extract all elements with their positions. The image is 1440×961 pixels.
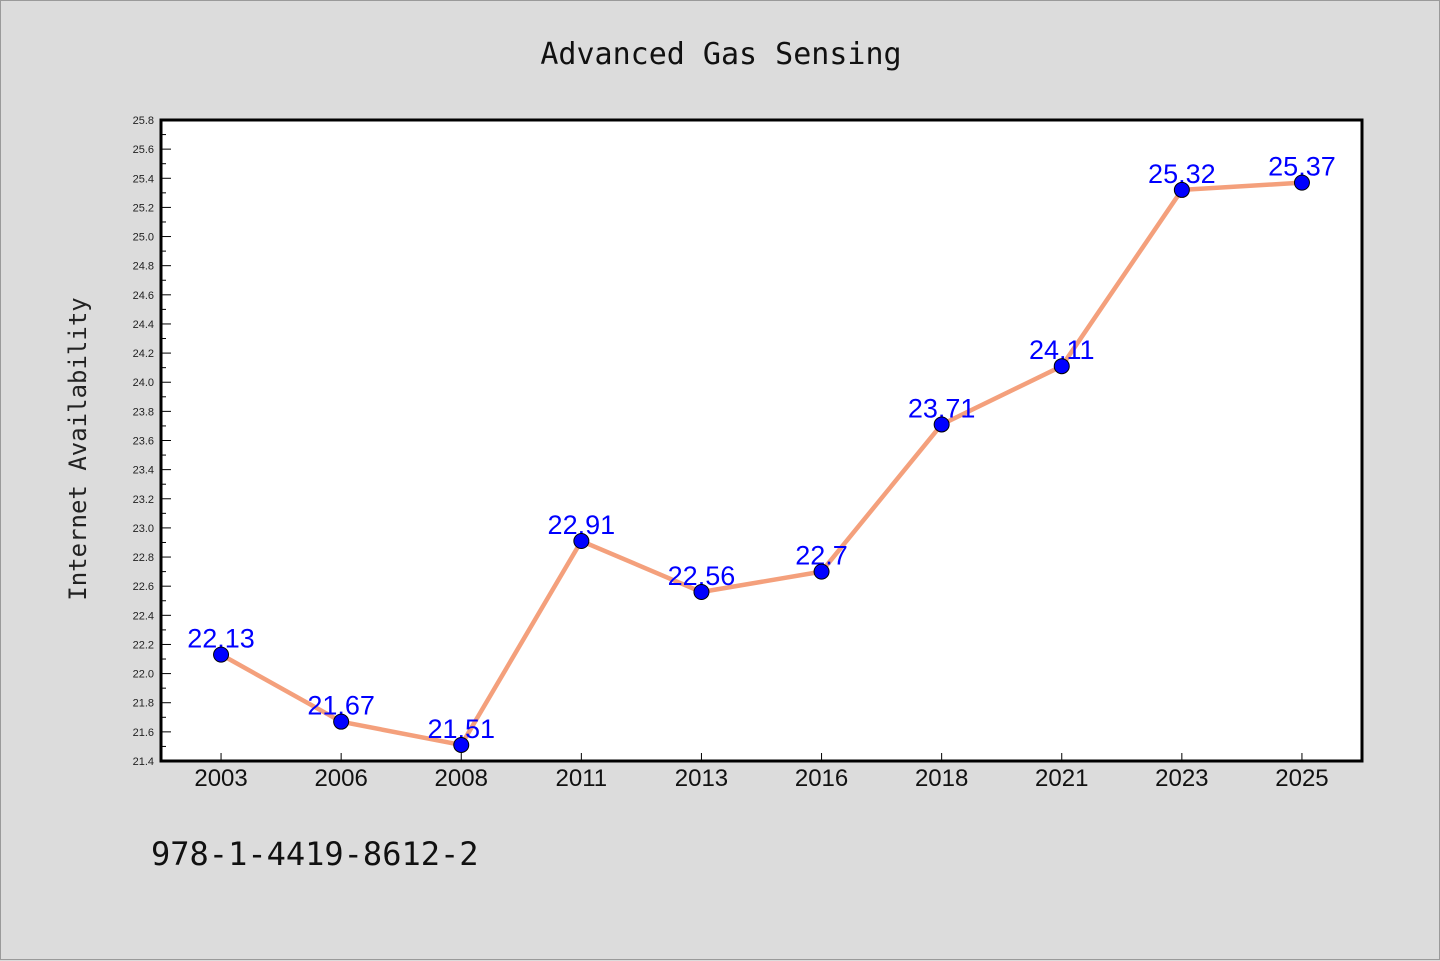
data-point [693,584,710,601]
y-axis-label: Internet Availability [64,297,92,600]
data-point [573,533,590,550]
y-tick-label: 22.0 [133,669,154,681]
y-axis-ticks: 21.4 21.6 21.8 22.0 22.2 22.4 22.6 22.8 23.0 23.2… [133,115,171,768]
y-tick-label: 24.0 [133,377,154,389]
data-point [453,736,470,753]
data-point [933,416,950,433]
y-tick-label: 22.4 [133,610,154,622]
y-tick-label: 22.8 [133,552,154,564]
y-tick-label: 25.0 [133,232,154,244]
x-tick-label: 2025 [1275,765,1328,792]
y-tick-label: 25.6 [133,144,154,156]
data-point [1293,174,1310,191]
x-tick-label: 2003 [194,765,247,792]
y-tick-label: 23.8 [133,406,154,418]
y-tick-label: 21.8 [133,698,154,710]
data-point [1053,358,1070,375]
x-tick-label: 2006 [314,765,367,792]
x-tick-label: 2023 [1155,765,1208,792]
y-tick-label: 23.0 [133,523,154,535]
x-tick-label: 2021 [1035,765,1088,792]
series-line [219,180,1303,748]
y-tick-label: 23.6 [133,436,154,448]
data-point [813,563,830,580]
x-tick-label: 2011 [556,765,608,792]
x-axis-ticks: 2003 2006 2008 2011 2013 2016 2018 2021 2023 2025 [194,753,1329,792]
x-tick-label: 2018 [915,765,968,792]
plot-area [159,118,1364,763]
footnote-isbn: 978-1-4419-8612-2 [151,835,479,873]
y-tick-label: 25.2 [133,202,154,214]
y-tick-label: 23.4 [133,465,154,477]
x-tick-label: 2016 [795,765,848,792]
y-tick-label: 23.2 [133,494,154,506]
y-tick-label: 24.2 [133,348,154,360]
x-tick-label: 2008 [435,765,488,792]
data-point [333,713,350,730]
series-layer: 22.1321.6721.5122.9122.5622.723.7124.112… [187,152,1336,753]
data-point [1173,181,1190,198]
y-tick-label: 25.4 [133,173,154,185]
y-tick-label: 24.4 [133,319,154,331]
y-tick-label: 25.8 [133,115,154,127]
y-tick-label: 22.2 [133,639,154,651]
chart-title: Advanced Gas Sensing [540,37,901,72]
x-tick-label: 2013 [675,765,728,792]
y-tick-label: 22.6 [133,581,154,593]
y-tick-label: 21.4 [133,756,154,768]
y-tick-label: 24.6 [133,290,154,302]
data-point [213,646,230,663]
y-tick-label: 24.8 [133,261,154,273]
y-tick-label: 21.6 [133,727,154,739]
